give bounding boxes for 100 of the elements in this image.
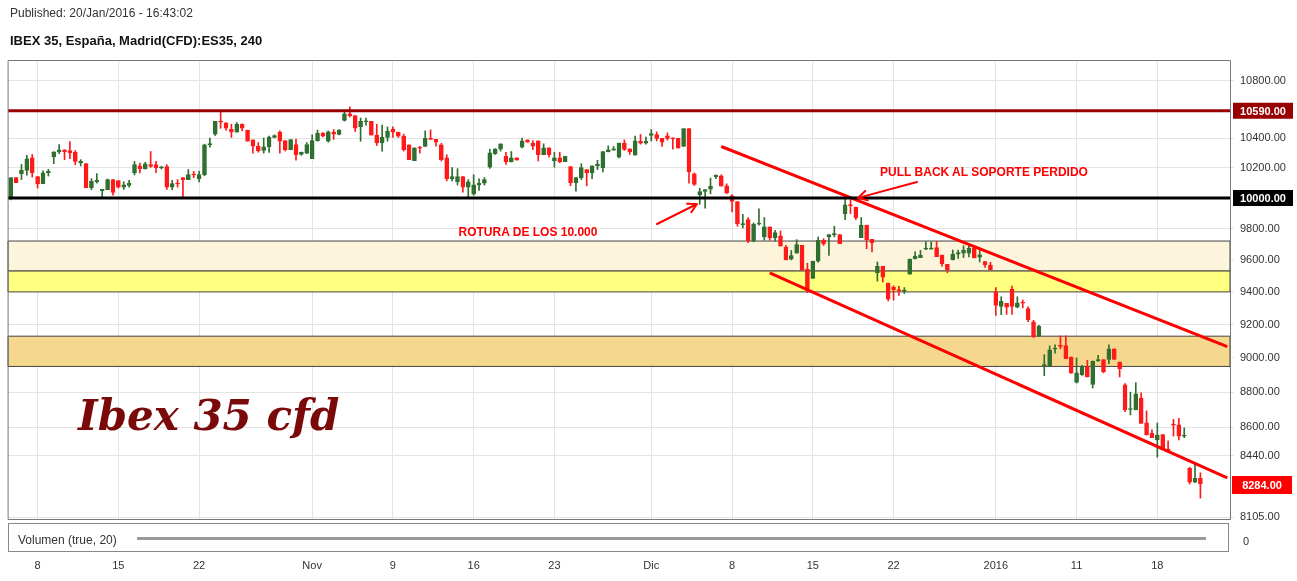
candlestick: [654, 131, 660, 142]
candlestick: [611, 146, 616, 151]
candlestick: [670, 137, 676, 150]
candlestick: [358, 117, 363, 142]
candlestick: [191, 171, 197, 178]
candlestick: [245, 129, 250, 142]
candlestick: [681, 128, 686, 147]
candlestick: [918, 250, 923, 258]
candlestick: [62, 149, 67, 160]
text: 8284.00: [1242, 479, 1282, 491]
candlestick: [955, 249, 961, 259]
candlestick: [449, 167, 455, 182]
candlestick: [622, 139, 627, 151]
candlestick: [945, 264, 950, 274]
text: Volumen (true, 20): [18, 533, 117, 547]
ref-line-label: 10590.00: [1240, 104, 1286, 117]
candlestick: [794, 239, 799, 254]
candlestick: [439, 142, 444, 162]
candlestick: [35, 176, 40, 189]
x-tick-label: 15: [806, 558, 819, 571]
y-tick-label: 10400.00: [1240, 131, 1286, 144]
candlestick: [342, 111, 347, 122]
candlestick: [1085, 360, 1090, 378]
candlestick: [724, 183, 729, 195]
y-tick-label: 9400.00: [1240, 284, 1280, 297]
candlestick: [1187, 467, 1192, 485]
y-tick-label: 8600.00: [1240, 420, 1280, 433]
x-tick-label: 23: [548, 558, 561, 571]
candlestick: [1181, 427, 1187, 439]
candlestick: [1101, 359, 1106, 374]
annotation: PULL BACK AL SOPORTE PERDIDO: [880, 165, 1088, 179]
candlestick: [315, 129, 320, 142]
y-tick-label: 8800.00: [1240, 385, 1280, 398]
candlestick: [476, 178, 482, 191]
ref-line-label: 10000.00: [1240, 191, 1286, 204]
candlestick: [756, 208, 762, 226]
candlestick: [1004, 302, 1009, 315]
candlestick: [1031, 319, 1036, 338]
candlestick: [584, 169, 590, 187]
candlestick: [875, 261, 880, 282]
candlestick: [8, 177, 14, 201]
candlestick: [692, 172, 697, 186]
candlestick: [482, 177, 487, 186]
candlestick: [665, 132, 670, 141]
candlestick: [218, 111, 223, 129]
candlestick: [778, 230, 783, 247]
x-tick-label: Nov: [302, 558, 323, 571]
candlestick: [1047, 345, 1052, 367]
candlestick: [928, 241, 934, 250]
annotation: Ibex 35 cfd: [77, 391, 340, 440]
candlestick: [272, 134, 277, 139]
candlestick: [186, 169, 191, 180]
x-tick-label: 11: [1070, 558, 1083, 571]
candlestick: [638, 134, 643, 145]
candlestick: [202, 143, 207, 177]
candlestick: [762, 217, 767, 241]
candlestick: [455, 168, 460, 186]
chart-title: IBEX 35, España, Madrid(CFD):ES35, 240: [10, 33, 263, 48]
candlestick: [923, 241, 929, 250]
candlestick: [132, 161, 137, 176]
candlestick: [19, 164, 24, 180]
candlestick: [552, 152, 557, 168]
candlestick: [180, 177, 186, 199]
candlestick: [471, 174, 476, 196]
candlestick: [525, 139, 530, 143]
candlestick: [864, 224, 869, 250]
candlestick: [509, 151, 514, 163]
candlestick: [116, 180, 121, 189]
candlestick: [105, 178, 110, 191]
x-tick-label: 2016: [983, 558, 1009, 571]
candlestick: [299, 151, 304, 156]
candlestick: [89, 178, 94, 191]
candlestick: [1144, 410, 1149, 436]
candlestick: [735, 201, 740, 227]
candlestick: [751, 222, 756, 243]
candlestick: [1198, 472, 1203, 499]
x-tick-label: 8: [728, 558, 736, 571]
candlestick: [385, 126, 390, 142]
y-tick-label: 9000.00: [1240, 351, 1280, 364]
candlestick: [255, 142, 261, 153]
candlestick: [175, 179, 180, 188]
x-tick-label: 9: [389, 558, 396, 571]
candlestick: [369, 121, 374, 136]
y-tick-label: 8440.00: [1240, 448, 1280, 461]
candlestick: [541, 143, 546, 156]
x-tick-label: 22: [887, 558, 900, 571]
y-tick-label: 9600.00: [1240, 252, 1280, 265]
candlestick: [901, 287, 907, 294]
x-tick-label: 8: [34, 558, 41, 571]
x-tick-label: 22: [192, 558, 206, 571]
candlestick: [412, 147, 417, 161]
candlestick: [1117, 361, 1122, 378]
candlestick: [159, 165, 164, 170]
x-tick-label: 18: [1151, 558, 1164, 571]
candlestick: [568, 166, 573, 187]
candlestick: [1074, 357, 1079, 384]
candlestick: [417, 146, 423, 154]
candlestick: [1155, 422, 1160, 458]
y-tick-label: 10800.00: [1240, 73, 1286, 86]
y-tick-label: 9200.00: [1240, 317, 1280, 330]
